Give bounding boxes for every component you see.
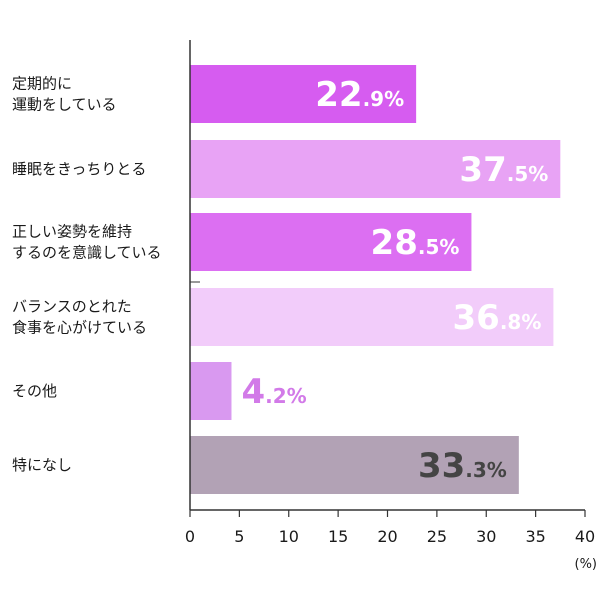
bar-0 [190, 65, 417, 123]
bar-5 [190, 436, 519, 494]
value-label-1: 37.5% [459, 150, 548, 190]
value-label-decimal: .5% [418, 235, 460, 259]
value-label-decimal: .2% [265, 384, 307, 408]
value-label-main: 36 [453, 298, 500, 338]
value-label-main: 4 [241, 372, 265, 412]
category-label-line: 特になし [12, 456, 72, 474]
x-tick-label-3: 15 [328, 527, 348, 546]
x-tick-label-2: 10 [279, 527, 299, 546]
x-tick-label-4: 20 [377, 527, 397, 546]
bar-1 [190, 140, 561, 198]
value-label-main: 22 [315, 75, 362, 115]
x-tick-label-5: 25 [427, 527, 447, 546]
x-tick-label-7: 35 [525, 527, 545, 546]
x-tick-label-0: 0 [185, 527, 195, 546]
bars-layer [190, 65, 561, 494]
category-label-line: バランスのとれた [12, 298, 132, 316]
category-label-line: するのを意識している [12, 244, 162, 262]
category-label-line: 睡眠をきっちりとる [12, 160, 146, 178]
axis-layer: 0 5 10 15 20 25 30 35 40 [185, 40, 595, 546]
value-label-3: 36.8% [453, 298, 542, 338]
value-label-main: 28 [371, 223, 418, 263]
value-label-main: 33 [418, 446, 465, 486]
x-tick-label-8: 40 [575, 527, 595, 546]
value-label-decimal: .8% [500, 310, 542, 334]
category-label-line: 食事を心がけている [12, 319, 147, 337]
value-labels-layer: 22.9%37.5%28.5%36.8%4.2%33.3% [241, 75, 548, 486]
category-labels-layer: 定期的に運動をしている睡眠をきっちりとる正しい姿勢を維持するのを意識しているバラ… [12, 75, 162, 475]
category-label-1: 睡眠をきっちりとる [12, 160, 146, 178]
x-tick-label-1: 5 [234, 527, 244, 546]
category-label-0: 定期的に運動をしている [12, 75, 117, 114]
bar-4 [190, 362, 232, 420]
value-label-4: 4.2% [241, 372, 306, 412]
category-label-line: その他 [12, 382, 57, 400]
value-label-5: 33.3% [418, 446, 507, 486]
category-label-line: 正しい姿勢を維持 [12, 223, 132, 241]
category-label-line: 運動をしている [12, 96, 117, 114]
x-axis-unit-label: (%) [575, 557, 598, 572]
value-label-decimal: .5% [507, 162, 549, 186]
value-label-main: 37 [459, 150, 506, 190]
value-label-2: 28.5% [371, 223, 460, 263]
category-label-2: 正しい姿勢を維持するのを意識している [12, 223, 162, 262]
category-label-3: バランスのとれた食事を心がけている [12, 298, 147, 337]
category-label-line: 定期的に [12, 75, 72, 93]
bar-2 [190, 213, 472, 271]
x-tick-label-6: 30 [476, 527, 496, 546]
category-label-5: 特になし [12, 456, 72, 474]
value-label-decimal: .3% [465, 458, 507, 482]
category-label-4: その他 [12, 382, 57, 400]
value-label-0: 22.9% [315, 75, 404, 115]
bar-3 [190, 288, 554, 346]
value-label-decimal: .9% [363, 87, 405, 111]
